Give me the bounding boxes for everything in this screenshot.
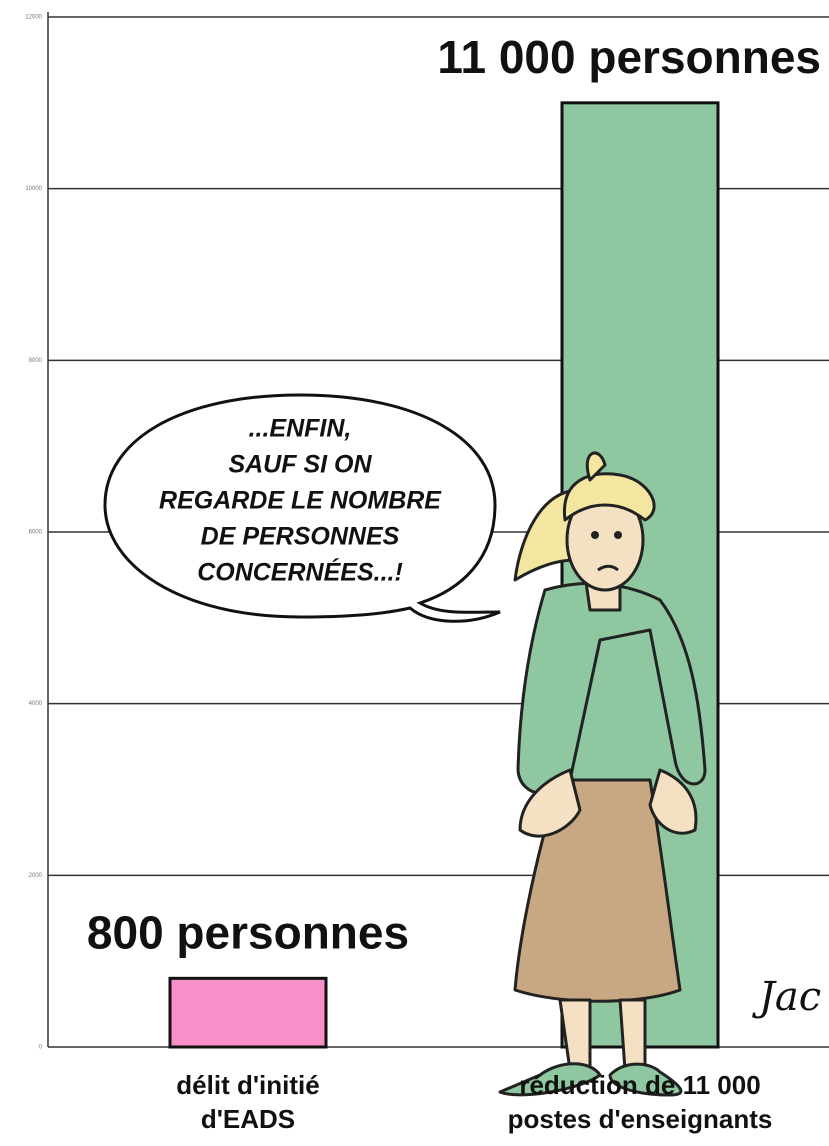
- speech-bubble: [103, 393, 501, 623]
- value-label: 800 personnes: [87, 906, 409, 958]
- character: [498, 451, 707, 1097]
- speech-text: ...ENFIN, SAUF SI ON REGARDE LE NOMBRE DE P…: [159, 415, 442, 587]
- bar: [168, 976, 328, 1049]
- y-tick-label: 2000: [29, 873, 43, 879]
- signature: Jac: [752, 974, 821, 1020]
- x-tick-label: délit d'initié d'EADS: [176, 1070, 320, 1134]
- x-tick-label: réduction de 11 000 postes d'enseignants: [507, 1070, 773, 1134]
- speech-line: DE PERSONNES: [201, 523, 400, 551]
- speech-line: REGARDE LE NOMBRE: [159, 487, 442, 515]
- y-tick-label: 10000: [25, 186, 42, 192]
- value-label: 11 000 personnes: [437, 31, 821, 83]
- y-tick-label: 4000: [29, 701, 43, 707]
- speech-line: CONCERNÉES...!: [197, 558, 403, 587]
- y-tick-label: 0: [39, 1045, 43, 1051]
- y-tick-label: 6000: [29, 530, 43, 536]
- speech-line: ...ENFIN,: [249, 415, 352, 443]
- labels: 800 personnes 11 000 personnes Jac: [87, 31, 821, 1020]
- speech-line: SAUF SI ON: [228, 451, 372, 479]
- y-tick-label: 8000: [29, 358, 43, 364]
- y-tick-label: 12000: [25, 15, 42, 21]
